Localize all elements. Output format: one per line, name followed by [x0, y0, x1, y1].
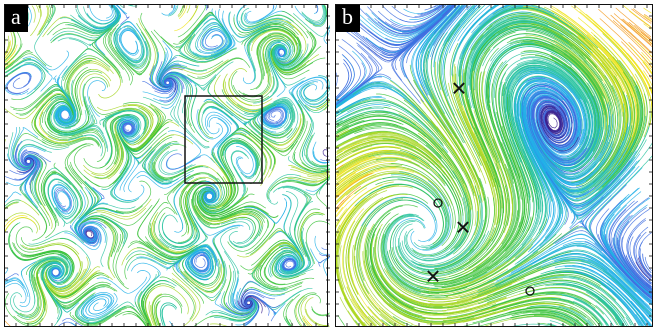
center-point-marker — [525, 286, 535, 296]
panel-a: a — [4, 4, 330, 327]
streamline-field-a — [4, 4, 330, 327]
center-point-marker — [433, 198, 443, 208]
panel-label-a: a — [4, 4, 28, 32]
saddle-point-marker: ✕ — [425, 265, 442, 289]
saddle-point-marker: ✕ — [455, 216, 472, 240]
zoom-region-box — [184, 95, 263, 184]
saddle-point-marker: ✕ — [451, 77, 468, 101]
panel-b: ✕ ✕ ✕ b — [335, 4, 653, 327]
streamline-field-b: ✕ ✕ ✕ — [335, 4, 653, 327]
panel-label-b: b — [335, 4, 360, 32]
